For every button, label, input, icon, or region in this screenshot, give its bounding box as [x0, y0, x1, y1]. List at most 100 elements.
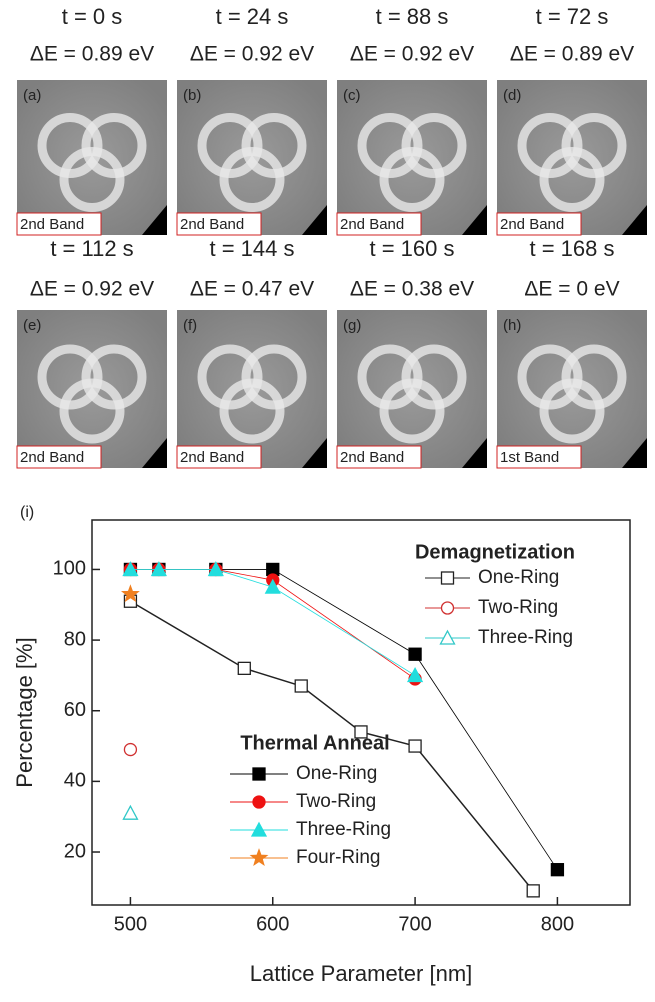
corner-shadow	[302, 438, 327, 468]
ring	[517, 344, 583, 410]
time-label: t = 144 s	[209, 236, 294, 261]
corner-shadow	[462, 205, 487, 235]
marker	[440, 571, 455, 585]
legend-title: Demagnetization	[415, 541, 575, 563]
ring	[379, 147, 445, 212]
ring	[357, 113, 423, 178]
marker	[440, 601, 455, 615]
marker	[252, 767, 266, 781]
x-tick-label: 800	[541, 913, 574, 935]
ring	[197, 113, 263, 178]
marker	[250, 821, 268, 837]
panel-letter: (f)	[183, 317, 197, 334]
energy-label: ΔE = 0.92 eV	[350, 43, 474, 66]
ring	[357, 344, 423, 410]
ring	[37, 344, 103, 410]
ring	[517, 113, 583, 178]
legend-label: Three-Ring	[478, 627, 573, 648]
ring	[219, 147, 285, 212]
x-tick-label: 700	[398, 913, 431, 935]
ring	[401, 113, 467, 178]
y-tick-label: 40	[64, 770, 86, 792]
band-label: 2nd Band	[180, 449, 244, 466]
ring	[561, 113, 627, 178]
x-tick-label: 500	[114, 913, 147, 935]
panel-letter: (e)	[23, 317, 41, 334]
time-label: t = 72 s	[536, 4, 609, 29]
marker	[408, 739, 422, 753]
ring	[219, 378, 285, 444]
panel-letter: (c)	[343, 87, 361, 104]
legend-label: Two-Ring	[478, 597, 558, 618]
band-box	[176, 445, 262, 469]
band-label: 2nd Band	[20, 449, 84, 466]
marker	[439, 629, 456, 645]
band-label: 2nd Band	[180, 216, 244, 233]
corner-shadow	[142, 438, 167, 468]
ring	[59, 378, 125, 444]
y-tick-label: 20	[64, 840, 86, 862]
y-tick-label: 100	[53, 558, 86, 580]
x-axis-label: Lattice Parameter [nm]	[250, 961, 473, 986]
panel-letter: (h)	[503, 317, 521, 334]
ring	[241, 113, 307, 178]
panel-letter: (d)	[503, 87, 521, 104]
ring	[81, 113, 147, 178]
time-label: t = 24 s	[216, 4, 289, 29]
marker	[121, 584, 140, 603]
ring	[401, 344, 467, 410]
ring	[81, 344, 147, 410]
marker	[354, 725, 368, 739]
legend-label: Two-Ring	[296, 791, 376, 812]
x-tick-label: 600	[256, 913, 289, 935]
ring	[539, 378, 605, 444]
corner-shadow	[462, 438, 487, 468]
ring	[539, 147, 605, 212]
series-line	[130, 600, 534, 892]
y-axis-label: Percentage [%]	[12, 637, 37, 787]
time-label: t = 168 s	[529, 236, 614, 261]
energy-label: ΔE = 0.47 eV	[190, 278, 314, 301]
ring	[37, 113, 103, 178]
energy-label: ΔE = 0.92 eV	[30, 278, 154, 301]
corner-shadow	[302, 205, 327, 235]
marker	[122, 804, 139, 820]
ring	[197, 344, 263, 410]
band-box	[16, 445, 102, 469]
band-label: 2nd Band	[500, 216, 564, 233]
legend-title: Thermal Anneal	[240, 732, 389, 754]
time-label: t = 160 s	[369, 236, 454, 261]
energy-label: ΔE = 0 eV	[524, 278, 619, 301]
band-label: 2nd Band	[340, 449, 404, 466]
band-label: 2nd Band	[20, 216, 84, 233]
legend-label: Four-Ring	[296, 847, 380, 868]
energy-label: ΔE = 0.38 eV	[350, 278, 474, 301]
band-box	[176, 212, 262, 236]
panel-letter: (a)	[23, 87, 41, 104]
panel-letter: (i)	[20, 504, 34, 521]
time-label: t = 88 s	[376, 4, 449, 29]
marker	[406, 667, 424, 683]
marker	[123, 742, 138, 757]
band-label: 1st Band	[500, 449, 559, 466]
marker	[550, 863, 565, 877]
band-box	[336, 445, 422, 469]
marker	[150, 561, 167, 577]
marker	[252, 795, 266, 809]
marker	[207, 561, 224, 577]
band-label: 2nd Band	[340, 216, 404, 233]
energy-label: ΔE = 0.89 eV	[30, 43, 154, 66]
y-tick-label: 60	[64, 699, 86, 721]
y-tick-label: 80	[64, 628, 86, 650]
marker	[294, 679, 308, 693]
legend-label: One-Ring	[478, 567, 559, 588]
corner-shadow	[622, 438, 647, 468]
corner-shadow	[622, 205, 647, 235]
marker	[122, 561, 139, 577]
energy-label: ΔE = 0.92 eV	[190, 43, 314, 66]
marker	[237, 661, 251, 675]
band-box	[496, 445, 582, 469]
marker	[249, 848, 269, 867]
marker	[526, 884, 540, 898]
